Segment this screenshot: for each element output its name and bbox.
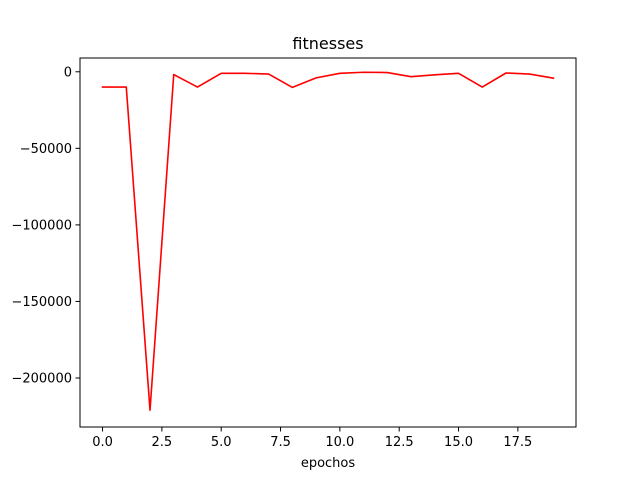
x-tick-label: 0.0 xyxy=(92,435,113,450)
x-tick-label: 5.0 xyxy=(211,435,232,450)
y-tick-label: −150000 xyxy=(11,295,72,310)
series-line-0 xyxy=(101,71,555,411)
x-tick-label: 15.0 xyxy=(444,435,473,450)
chart-title: fitnesses xyxy=(292,34,363,53)
x-tick-label: 12.5 xyxy=(385,435,414,450)
y-tick-label: −50000 xyxy=(20,142,72,157)
y-tick-label: 0 xyxy=(64,65,72,80)
y-tick-label: −200000 xyxy=(11,372,72,387)
x-tick-label: 2.5 xyxy=(152,435,173,450)
y-tick-label: −100000 xyxy=(11,218,72,233)
plot-frame xyxy=(79,57,577,428)
x-axis-label: epochos xyxy=(301,456,356,471)
x-tick-label: 7.5 xyxy=(270,435,291,450)
x-tick-label: 10.0 xyxy=(325,435,354,450)
plot-area: 0.0 2.5 5.0 7.5 10.0 12.5 15.0 17.5 0 −50000 −1000… xyxy=(11,57,577,450)
x-tick-label: 17.5 xyxy=(503,435,532,450)
